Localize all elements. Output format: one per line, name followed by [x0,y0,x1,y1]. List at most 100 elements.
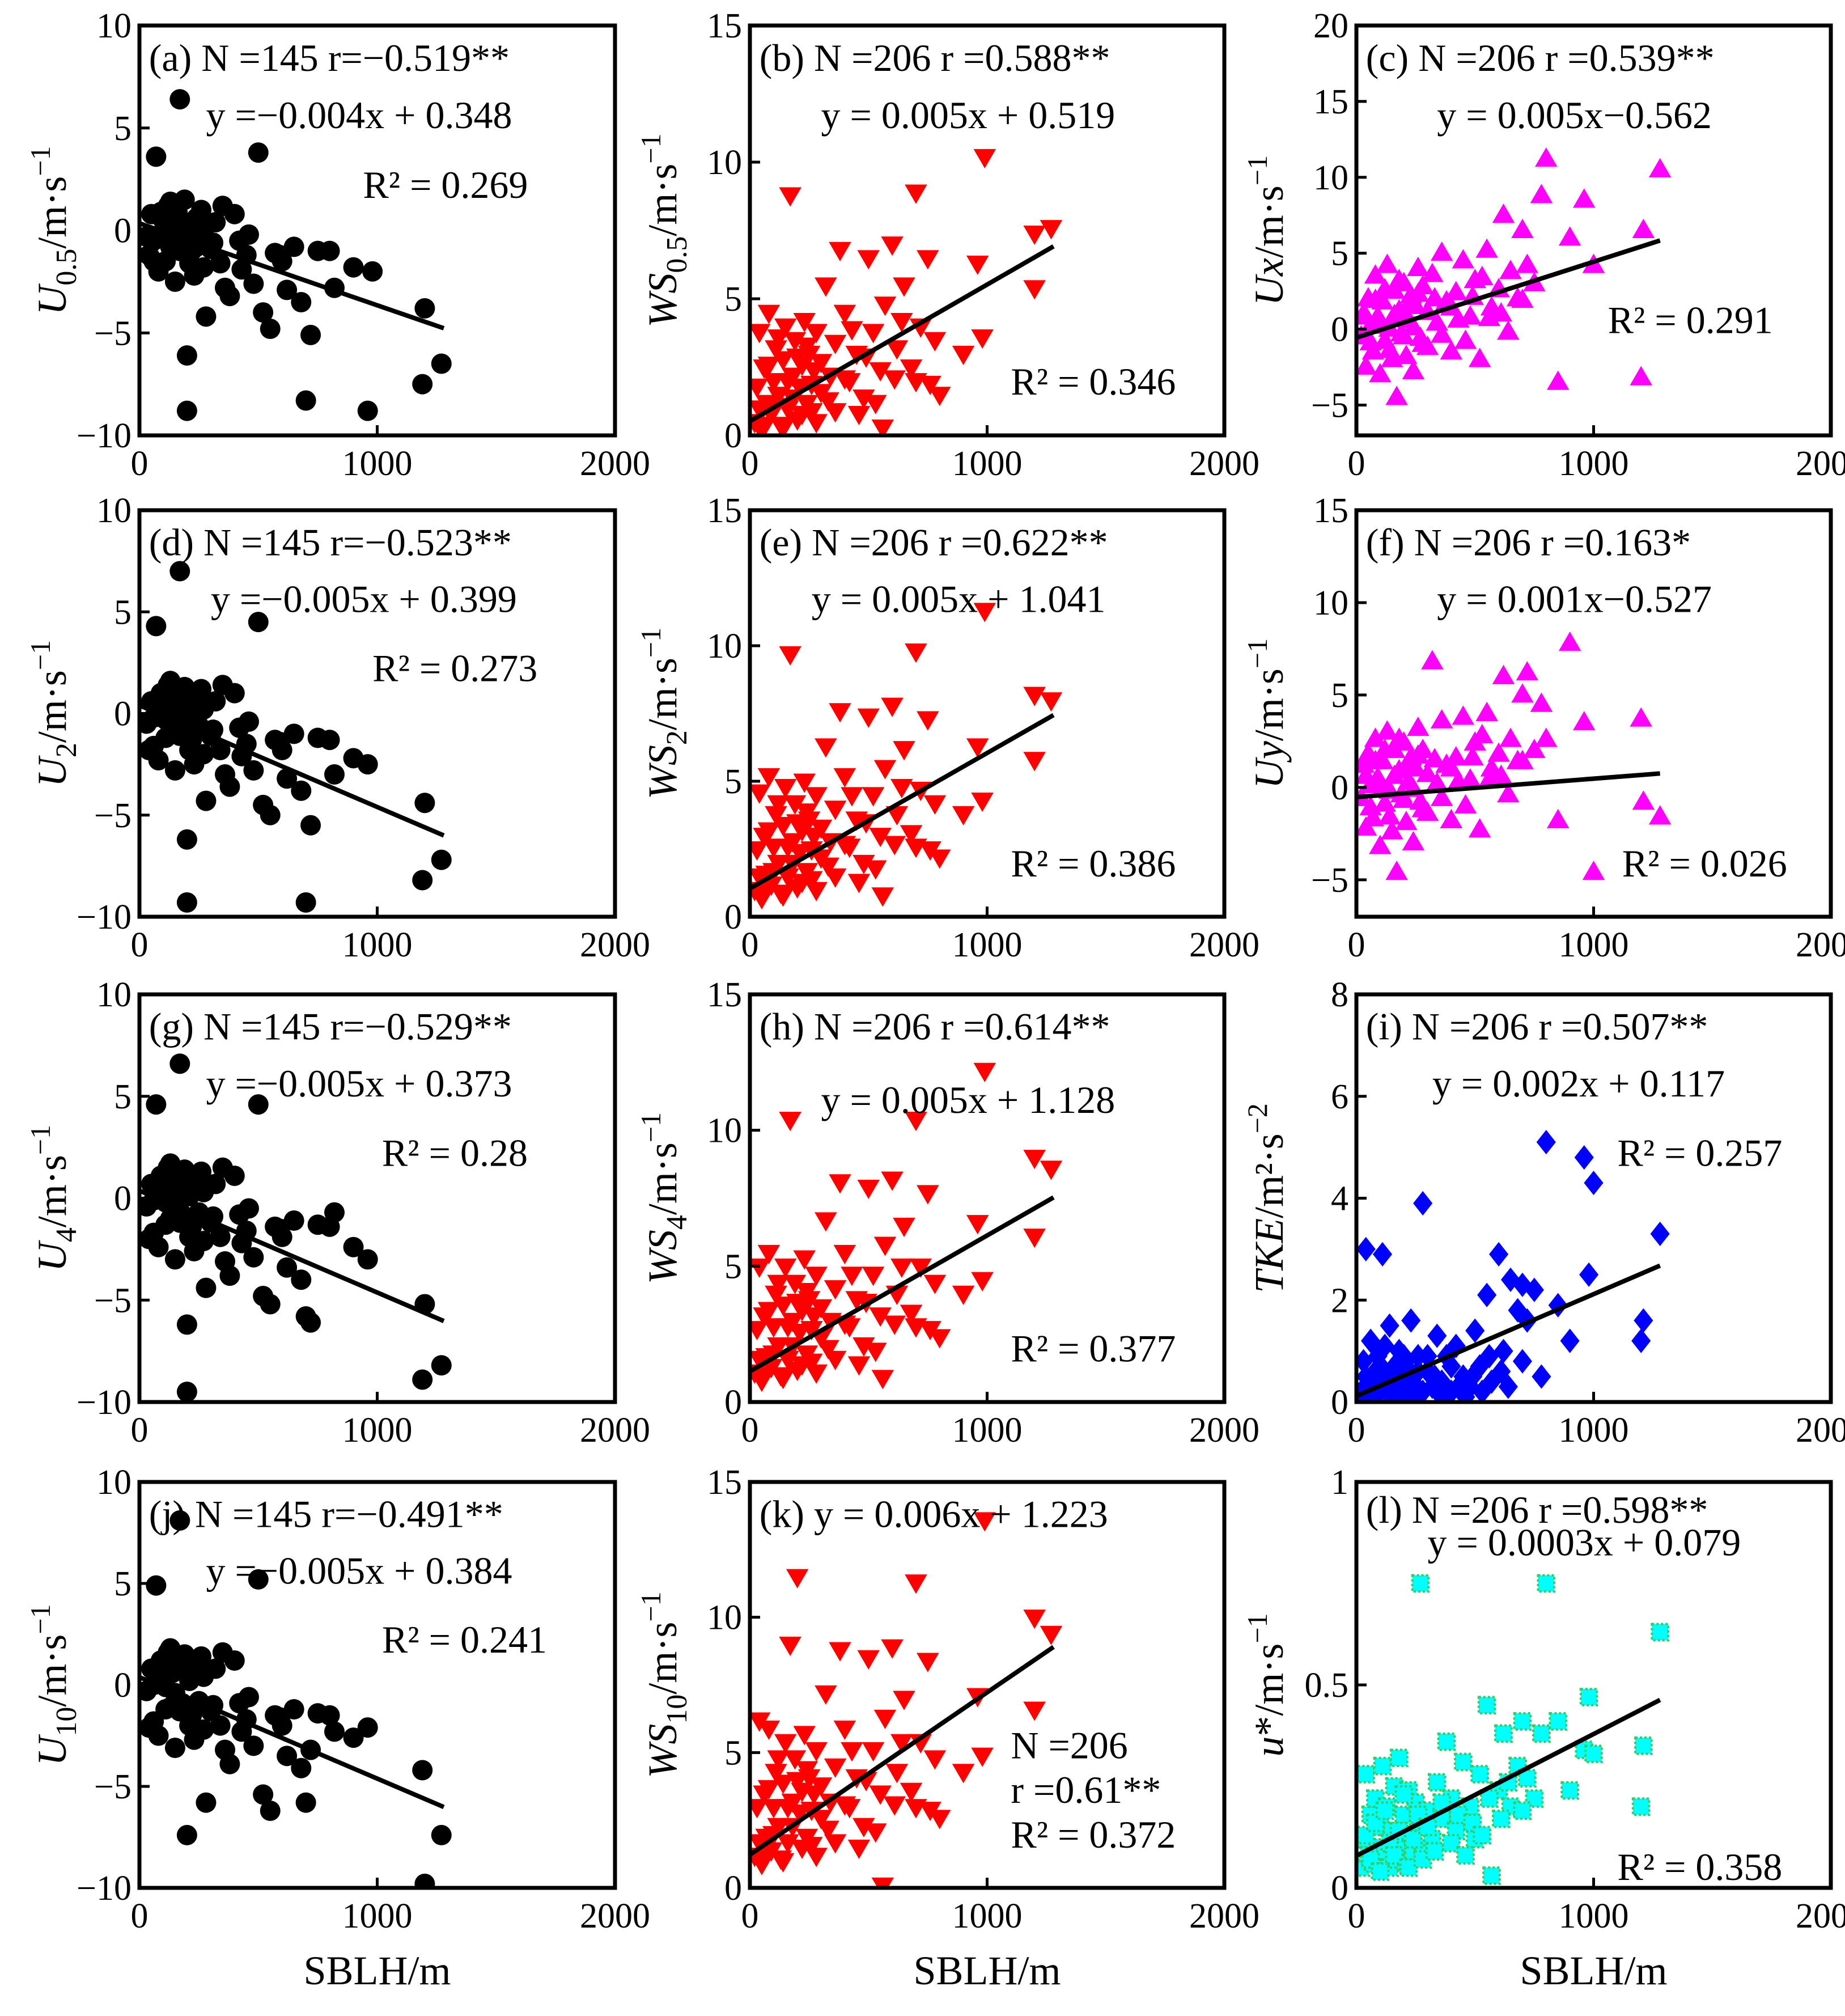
y-tick-label: 0 [724,1869,742,1908]
data-point [277,768,298,789]
y-label-sub: 2 [50,743,83,757]
data-point [1648,805,1672,825]
data-point [248,142,269,163]
data-point [923,1274,947,1294]
data-point [160,1153,181,1174]
data-point [923,795,947,815]
data-point [1560,1328,1580,1353]
data-point [786,1569,809,1589]
y-label-sup: −1 [1241,638,1273,668]
data-point [196,306,217,327]
x-tick-label: 1000 [1559,1897,1629,1935]
y-axis-label: U2/m·s−1 [24,640,83,787]
annotation: R² = 0.273 [372,647,537,690]
data-point [219,286,240,307]
data-point [1356,764,1377,784]
data-point [210,253,231,274]
data-point [1582,861,1605,880]
data-point [1394,1785,1414,1804]
data-points [750,1512,1063,1888]
data-point [277,279,298,300]
data-point [833,1720,856,1740]
annotation: y = 0.001x−0.527 [1437,578,1712,621]
data-point [791,1356,813,1376]
y-tick-label: 4 [1331,1180,1348,1218]
regression-line [1356,238,1661,340]
data-point [779,646,801,666]
data-point [809,1299,833,1319]
data-point [1494,1724,1513,1743]
x-tick-label: 0 [1348,444,1365,483]
y-label-unit: /m·s [640,164,685,236]
panel-b: 0 1000 2000 0 5 10 15 WS0.5/m·s−1 (b) N =206 r =… [635,7,1259,483]
data-point [1532,1724,1551,1743]
data-point [219,776,240,797]
x-tick-label: 1000 [1559,926,1629,964]
annotation: (d) N =145 r=−0.523** [149,520,512,564]
data-point [750,1834,771,1854]
annotation: R² = 0.358 [1617,1845,1782,1888]
data-point [1378,805,1401,825]
y-label-unit: /m·s [1246,668,1292,741]
x-tick-label: 2000 [1796,926,1845,964]
data-point [909,1258,932,1278]
data-point [757,1780,781,1800]
data-point [767,795,790,815]
data-point [805,1364,828,1384]
data-point [750,784,771,804]
data-point [160,191,181,212]
panel-a: 0 1000 2000 −10 −5 0 5 10 U0.5/m·s−1 (a) N =145 r… [24,7,650,483]
data-point [900,359,923,379]
annotation: (l) N =206 r =0.598** [1366,1488,1708,1531]
data-point [893,1691,915,1710]
data-point [1370,1379,1390,1402]
data-point [143,1222,164,1243]
data-point [191,1161,212,1182]
data-point [862,787,885,807]
data-point [1384,1384,1405,1402]
data-point [771,887,795,907]
y-axis-label: U4/m·s−1 [24,1125,83,1272]
data-point [1511,683,1534,703]
data-point [919,1321,941,1341]
x-axis-label: SBLH/m [1520,1948,1667,1993]
data-point [431,1355,452,1376]
data-point [777,373,799,393]
data-point [791,874,813,893]
y-axis-label: U10/m·s−1 [24,1604,83,1765]
data-point [412,374,433,395]
data-point [1383,303,1406,323]
data-point [1364,727,1387,747]
data-point [1421,650,1444,670]
data-point [1513,1712,1532,1731]
data-point [833,370,856,390]
annotation: (g) N =145 r=−0.529** [149,1005,512,1048]
data-point [771,420,795,435]
y-tick-label: 10 [96,7,132,45]
data-point [1492,204,1515,223]
data-point [212,196,233,217]
x-tick-label: 0 [1348,1897,1365,1935]
data-point [319,730,340,751]
data-point [1430,786,1453,806]
data-point [1584,1744,1603,1764]
data-point [1413,1191,1433,1216]
y-tick-label: 5 [724,763,742,801]
data-point [1437,1732,1456,1751]
data-point [881,1171,904,1191]
y-label-unit: /m²·s [1246,1133,1292,1218]
data-point [169,1053,190,1074]
data-point [817,857,839,877]
data-point [885,340,909,360]
data-point [431,849,452,870]
data-point [917,1185,939,1205]
data-point [815,1685,837,1705]
data-point [971,1747,994,1767]
y-label-unit: /m·s [29,1155,75,1227]
data-point [1546,370,1570,390]
y-tick-label: 0 [1331,769,1348,807]
data-point [362,261,383,282]
annotation: y =−0.005x + 0.373 [206,1062,512,1105]
data-point [777,838,799,858]
annotation: (k) y = 0.006x + 1.223 [760,1492,1108,1535]
